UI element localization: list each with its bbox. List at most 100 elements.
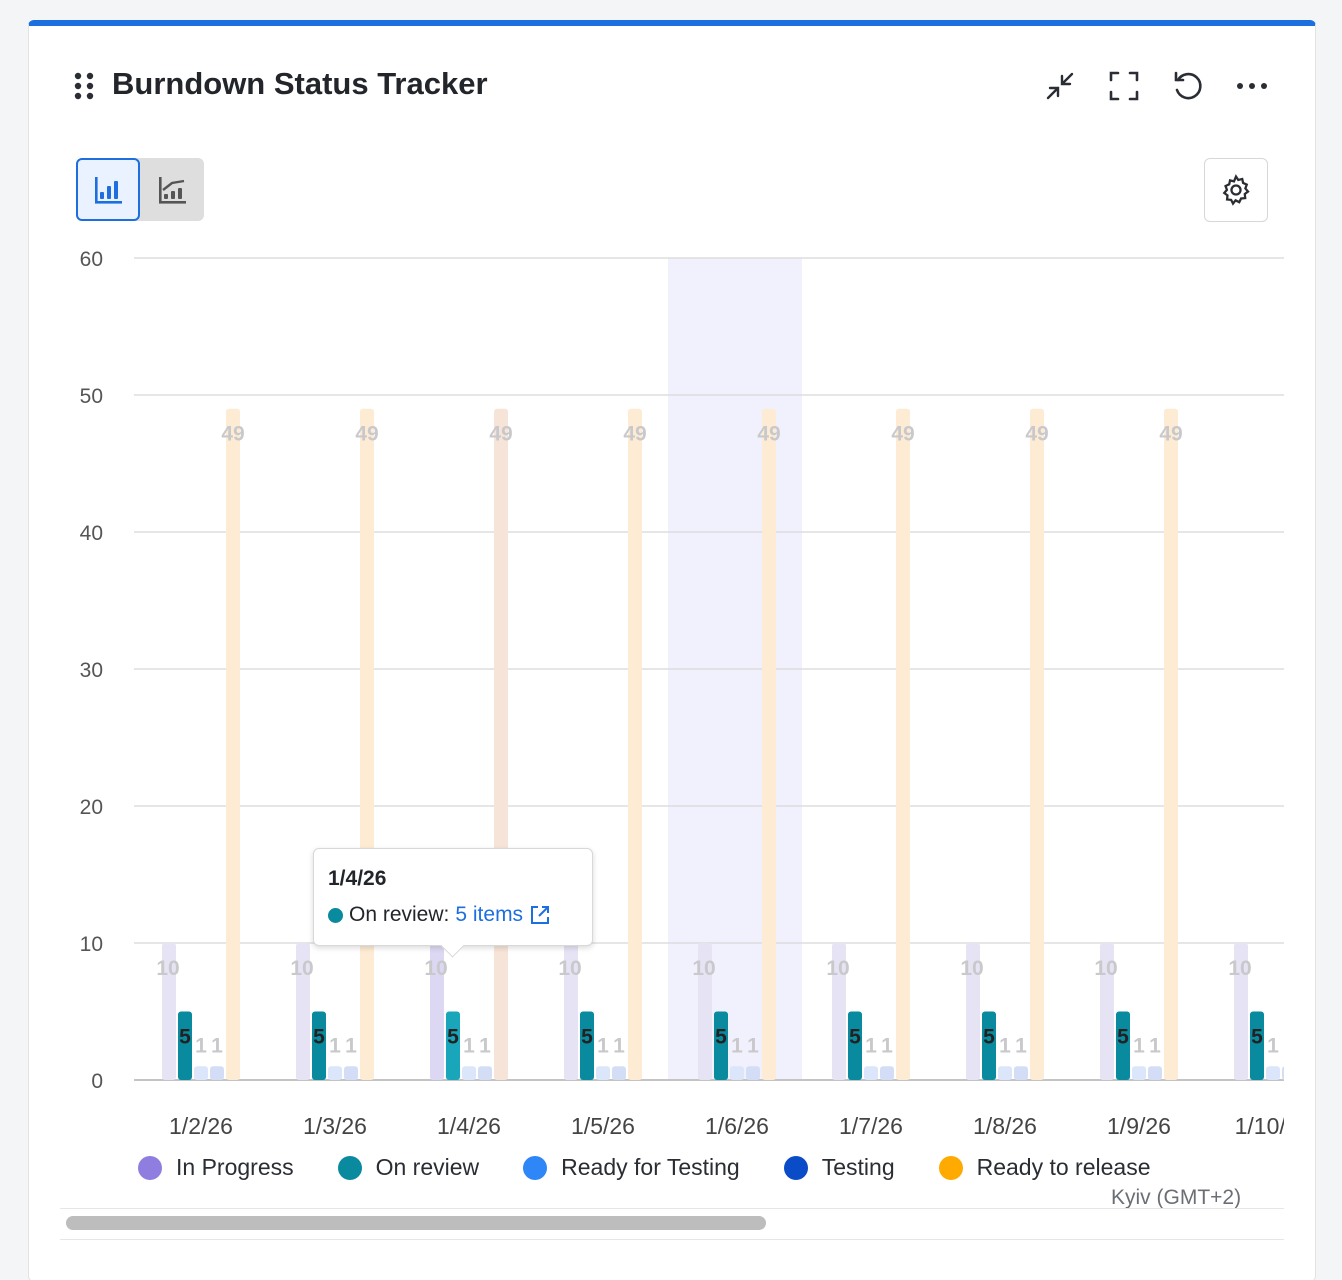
bar-testing bbox=[210, 1066, 224, 1080]
bar-ready-to-release bbox=[628, 408, 642, 1080]
bar-ready-to-release bbox=[896, 408, 910, 1080]
combo-chart-icon bbox=[159, 176, 186, 204]
data-label: 1 bbox=[345, 1034, 357, 1057]
legend-item[interactable]: Testing bbox=[783, 1154, 895, 1181]
data-label: 1 bbox=[613, 1034, 625, 1057]
external-link-icon[interactable] bbox=[529, 904, 551, 926]
drag-handle-icon[interactable] bbox=[74, 72, 96, 102]
fullscreen-icon[interactable] bbox=[1106, 68, 1142, 104]
combo-chart-view-button[interactable] bbox=[140, 158, 204, 221]
data-label: 1 bbox=[999, 1034, 1011, 1057]
data-label: 1 bbox=[1149, 1034, 1161, 1057]
bar-ready-to-release bbox=[1030, 408, 1044, 1080]
tooltip-date: 1/4/26 bbox=[328, 867, 387, 890]
bar-testing bbox=[478, 1066, 492, 1080]
legend-label: Ready to release bbox=[976, 1154, 1151, 1180]
data-label: 1 bbox=[1283, 1034, 1295, 1057]
bar-ready-to-release bbox=[1164, 408, 1178, 1080]
bar-chart-icon bbox=[95, 176, 122, 204]
bar-in-progress bbox=[162, 943, 176, 1080]
data-label: 49 bbox=[623, 423, 646, 446]
data-label: 5 bbox=[849, 1026, 861, 1049]
data-label: 10 bbox=[692, 957, 715, 980]
data-label: 1 bbox=[463, 1034, 475, 1057]
legend-label: On review bbox=[375, 1154, 480, 1180]
data-label: 10 bbox=[156, 957, 179, 980]
legend-dot-icon bbox=[523, 1155, 548, 1180]
bar-ready-to-release bbox=[494, 408, 508, 1080]
data-label: 1 bbox=[731, 1034, 743, 1057]
x-tick-label: 1/7/26 bbox=[839, 1113, 903, 1139]
y-tick-label: 60 bbox=[80, 248, 103, 271]
x-tick-label: 1/4/26 bbox=[437, 1113, 501, 1139]
legend-item[interactable]: Ready for Testing bbox=[523, 1154, 740, 1181]
series-dot-icon bbox=[328, 907, 343, 923]
y-tick-label: 50 bbox=[80, 385, 103, 408]
y-tick-label: 20 bbox=[80, 796, 103, 819]
tooltip-items-link[interactable]: 5 items bbox=[455, 903, 524, 926]
chart-view-toggle bbox=[76, 158, 204, 221]
bar-ready-for-testing bbox=[328, 1066, 342, 1080]
bar-testing bbox=[344, 1066, 358, 1080]
bar-in-progress bbox=[966, 943, 980, 1080]
data-label: 49 bbox=[221, 423, 244, 446]
refresh-icon[interactable] bbox=[1170, 68, 1206, 104]
bar-in-progress bbox=[1100, 943, 1114, 1080]
data-label: 1 bbox=[747, 1034, 759, 1057]
bar-on-review bbox=[1250, 1011, 1264, 1080]
legend-label: In Progress bbox=[176, 1154, 294, 1180]
bar-ready-for-testing bbox=[1266, 1066, 1280, 1080]
bar-testing bbox=[612, 1066, 626, 1080]
bar-ready-for-testing bbox=[998, 1066, 1012, 1080]
data-label: 1 bbox=[597, 1034, 609, 1057]
data-label: 10 bbox=[558, 957, 581, 980]
bar-in-progress bbox=[430, 943, 444, 1080]
data-label: 1 bbox=[211, 1034, 223, 1057]
data-label: 49 bbox=[1025, 423, 1048, 446]
x-tick-label: 1/5/26 bbox=[571, 1113, 635, 1139]
more-icon[interactable] bbox=[1234, 68, 1270, 104]
data-label: 5 bbox=[983, 1026, 995, 1049]
bar-in-progress bbox=[296, 943, 310, 1080]
bar-ready-to-release bbox=[1298, 409, 1312, 1080]
bar-ready-for-testing bbox=[730, 1066, 744, 1080]
data-label: 5 bbox=[581, 1026, 593, 1049]
bar-in-progress bbox=[698, 943, 712, 1080]
data-label: 1 bbox=[479, 1034, 491, 1057]
bar-ready-for-testing bbox=[596, 1066, 610, 1080]
legend-item[interactable]: Ready to release bbox=[938, 1154, 1151, 1181]
timezone-label: Kyiv (GMT+2) bbox=[1111, 1186, 1242, 1209]
bar-ready-for-testing bbox=[194, 1066, 208, 1080]
bar-testing bbox=[1014, 1066, 1028, 1080]
scrollbar-thumb[interactable] bbox=[66, 1216, 766, 1230]
data-label: 5 bbox=[1117, 1026, 1129, 1049]
bar-ready-for-testing bbox=[864, 1066, 878, 1080]
legend-item[interactable]: In Progress bbox=[138, 1154, 294, 1181]
legend-item[interactable]: On review bbox=[337, 1154, 480, 1181]
bar-testing bbox=[746, 1066, 760, 1080]
bar-ready-for-testing bbox=[1132, 1066, 1146, 1080]
x-tick-label: 1/9/26 bbox=[1107, 1113, 1171, 1139]
bar-testing bbox=[880, 1066, 894, 1080]
legend-dot-icon bbox=[138, 1155, 162, 1180]
bar-in-progress bbox=[564, 943, 578, 1080]
legend-dot-icon bbox=[337, 1155, 362, 1180]
bar-chart-view-button[interactable] bbox=[76, 158, 140, 221]
x-tick-label: 1/3/26 bbox=[303, 1113, 367, 1139]
data-label: 49 bbox=[891, 423, 914, 446]
bar-on-review bbox=[848, 1011, 862, 1080]
data-label: 1 bbox=[1015, 1034, 1027, 1057]
collapse-icon[interactable] bbox=[1042, 68, 1078, 104]
horizontal-scrollbar[interactable] bbox=[60, 1208, 1284, 1240]
bar-ready-to-release bbox=[762, 408, 776, 1080]
y-tick-label: 30 bbox=[80, 659, 103, 682]
bar-testing bbox=[1282, 1066, 1284, 1080]
bar-on-review bbox=[982, 1011, 996, 1080]
data-label: 10 bbox=[1228, 957, 1251, 980]
chart-settings-button[interactable] bbox=[1204, 158, 1268, 222]
data-label: 49 bbox=[1293, 423, 1316, 446]
data-label: 49 bbox=[757, 423, 780, 446]
data-label: 10 bbox=[960, 957, 983, 980]
